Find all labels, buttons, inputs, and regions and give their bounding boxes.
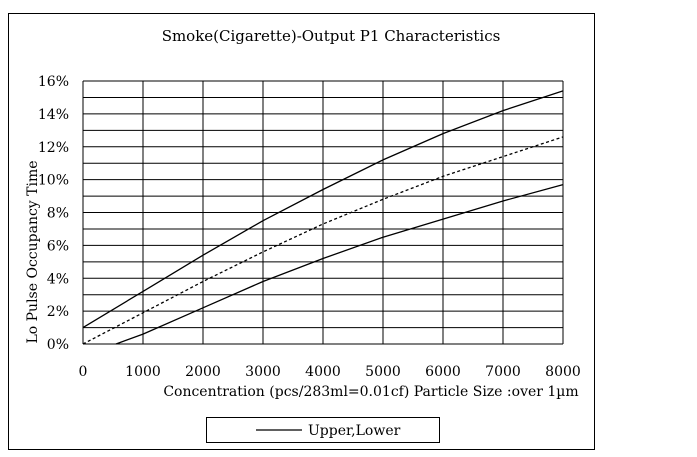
x-tick-label: 8000: [545, 364, 581, 380]
chart-frame: [8, 13, 595, 450]
x-tick-label: 3000: [245, 364, 281, 380]
chart-title: Smoke(Cigarette)-Output P1 Characteristi…: [162, 27, 501, 45]
y-tick-label: 10%: [38, 173, 69, 189]
series-line-3: [115, 183, 564, 345]
x-tick-label: 0: [79, 364, 88, 380]
y-tick-label: 14%: [38, 107, 69, 123]
grid: [82, 80, 564, 345]
y-tick-label: 6%: [47, 238, 69, 254]
y-tick-label: 16%: [38, 74, 69, 90]
y-tick-label: 0%: [47, 337, 69, 353]
y-tick-label: 12%: [38, 140, 69, 156]
y-tick-label: 2%: [47, 304, 69, 320]
x-tick-label: 4000: [305, 364, 341, 380]
legend-label: Upper,Lower: [308, 423, 401, 439]
y-axis-label: Lo Pulse Occupancy Time: [25, 160, 41, 343]
x-axis-label: Concentration (pcs/283ml=0.01cf) Particl…: [163, 384, 578, 400]
series-group: [82, 90, 564, 345]
x-tick-label: 6000: [425, 364, 461, 380]
x-tick-label: 7000: [485, 364, 521, 380]
y-tick-labels: 0% 2% 4% 6% 8% 10% 12% 14% 16%: [38, 74, 69, 353]
series-line-1: [82, 90, 564, 329]
x-tick-label: 5000: [365, 364, 401, 380]
legend-box: [206, 417, 440, 443]
series-line-2: [82, 136, 564, 345]
x-tick-label: 1000: [125, 364, 161, 380]
x-tick-label: 2000: [185, 364, 221, 380]
y-tick-label: 4%: [47, 271, 69, 287]
x-tick-labels: 0 1000 2000 3000 4000 5000 6000 7000 8000: [79, 364, 581, 380]
y-tick-label: 8%: [47, 206, 69, 222]
